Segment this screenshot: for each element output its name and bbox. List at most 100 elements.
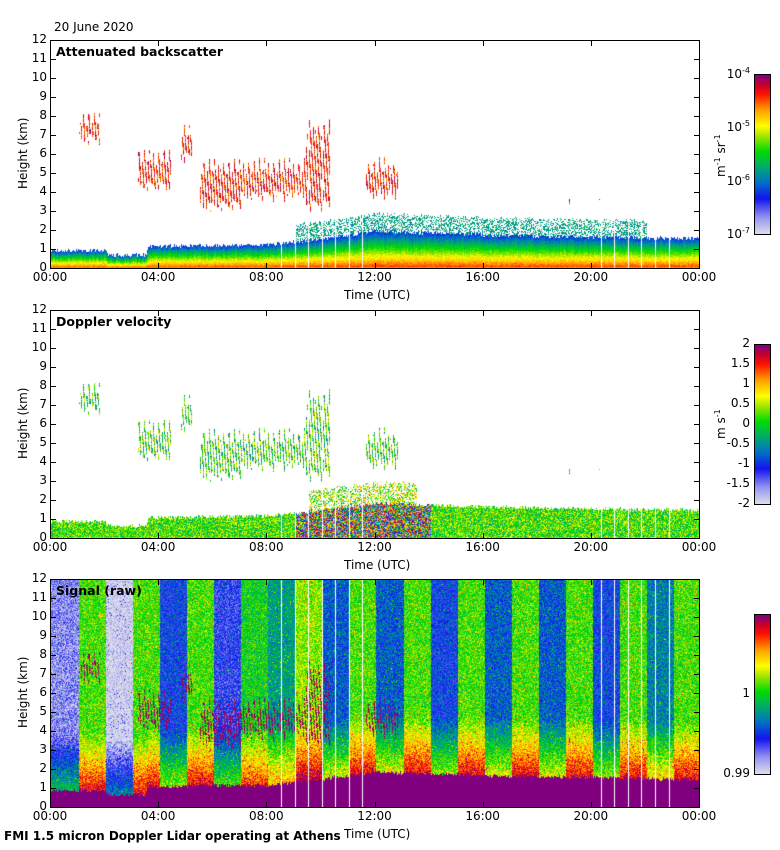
y-tick-label: 12 bbox=[31, 571, 47, 585]
y-tick-mark bbox=[50, 211, 56, 212]
unit-a: m bbox=[714, 164, 728, 177]
y-tick-mark bbox=[50, 97, 56, 98]
y-tick-label: 7 bbox=[39, 127, 47, 141]
y-tick-mark bbox=[694, 192, 700, 193]
y-tick-label: 0 bbox=[39, 260, 47, 274]
y-tick-mark bbox=[694, 249, 700, 250]
colorbar-unit-label: m s-1 bbox=[713, 409, 728, 439]
y-tick-mark bbox=[50, 731, 56, 732]
y-tick-label: 10 bbox=[31, 340, 47, 354]
x-tick-label: 20:00 bbox=[573, 540, 609, 554]
y-tick-label: 3 bbox=[39, 473, 47, 487]
y-tick-label: 11 bbox=[31, 51, 47, 65]
heatmap-canvas bbox=[51, 311, 699, 538]
y-tick-label: 0 bbox=[39, 799, 47, 813]
x-tick-mark bbox=[590, 40, 592, 46]
x-tick-label: 08:00 bbox=[249, 809, 284, 823]
y-tick-label: 2 bbox=[39, 492, 47, 506]
y-tick-mark bbox=[694, 655, 700, 656]
y-tick-label: 1 bbox=[39, 780, 47, 794]
x-tick-mark bbox=[158, 310, 160, 316]
y-tick-label: 8 bbox=[39, 378, 47, 392]
y-tick-label: 1 bbox=[39, 241, 47, 255]
tick-exponent: -4 bbox=[742, 66, 750, 75]
y-tick-mark bbox=[50, 367, 56, 368]
tick-base: 10 bbox=[726, 67, 743, 81]
x-tick-label: 20:00 bbox=[573, 809, 609, 823]
x-tick-label: 16:00 bbox=[465, 270, 500, 284]
x-tick-mark bbox=[374, 533, 376, 539]
y-tick-label: 5 bbox=[39, 435, 47, 449]
y-tick-mark bbox=[694, 462, 700, 463]
tick-base: 10 bbox=[726, 120, 743, 135]
x-tick-label: 00:00 bbox=[32, 270, 68, 284]
y-tick-mark bbox=[694, 78, 700, 79]
y-tick-mark bbox=[50, 712, 56, 713]
colorbar-tick-label: 0.99 bbox=[723, 766, 750, 780]
colorbar-tick-label: 2 bbox=[742, 336, 750, 350]
y-tick-label: 10 bbox=[31, 609, 47, 623]
x-tick-mark bbox=[482, 579, 484, 585]
x-axis-label: Time (UTC) bbox=[344, 827, 411, 841]
y-tick-label: 0 bbox=[39, 530, 47, 544]
colorbar-tick-label: -2 bbox=[738, 496, 750, 510]
y-tick-label: 3 bbox=[39, 203, 47, 217]
plot-area: Signal (raw) bbox=[50, 579, 700, 808]
x-tick-label: 12:00 bbox=[357, 809, 392, 823]
y-tick-label: 12 bbox=[31, 32, 47, 46]
date-label: 20 June 2020 bbox=[54, 20, 134, 34]
colorbar-tick-label: 0.5 bbox=[730, 396, 750, 410]
x-tick-mark bbox=[374, 802, 376, 808]
y-tick-label: 5 bbox=[39, 704, 47, 718]
y-tick-label: 12 bbox=[31, 302, 47, 316]
y-tick-mark bbox=[50, 135, 56, 136]
y-tick-label: 6 bbox=[39, 416, 47, 430]
y-axis-label: Height (km) bbox=[16, 656, 30, 728]
x-tick-label: 12:00 bbox=[357, 270, 392, 284]
y-tick-label: 5 bbox=[39, 165, 47, 179]
colorbar bbox=[754, 74, 771, 235]
y-tick-mark bbox=[50, 329, 56, 330]
x-tick-mark bbox=[590, 802, 592, 808]
x-tick-mark bbox=[374, 40, 376, 46]
y-tick-mark bbox=[50, 424, 56, 425]
x-tick-label: 16:00 bbox=[465, 540, 500, 554]
x-tick-label: 00:00 bbox=[681, 540, 717, 554]
colorbar-tick-label: 10-7 bbox=[700, 226, 750, 241]
y-tick-mark bbox=[50, 386, 56, 387]
y-tick-mark bbox=[694, 769, 700, 770]
x-tick-mark bbox=[266, 802, 268, 808]
colorbar-unit-label: m-1 sr-1 bbox=[713, 134, 728, 177]
y-tick-mark bbox=[694, 59, 700, 60]
x-tick-mark bbox=[482, 802, 484, 808]
y-tick-mark bbox=[694, 598, 700, 599]
y-tick-mark bbox=[694, 712, 700, 713]
x-tick-label: 04:00 bbox=[140, 809, 176, 823]
y-tick-mark bbox=[50, 230, 56, 231]
y-tick-mark bbox=[694, 386, 700, 387]
y-tick-label: 10 bbox=[31, 70, 47, 84]
y-tick-mark bbox=[694, 173, 700, 174]
y-axis-label: Height (km) bbox=[16, 117, 30, 189]
y-tick-label: 9 bbox=[39, 89, 47, 103]
y-tick-mark bbox=[50, 598, 56, 599]
y-tick-label: 7 bbox=[39, 397, 47, 411]
y-tick-label: 7 bbox=[39, 666, 47, 680]
y-tick-mark bbox=[50, 405, 56, 406]
colorbar-tick-label: 10-4 bbox=[700, 66, 750, 81]
x-tick-label: 08:00 bbox=[249, 540, 284, 554]
x-axis-label: Time (UTC) bbox=[344, 288, 411, 302]
y-tick-mark bbox=[50, 519, 56, 520]
heatmap-canvas bbox=[51, 41, 699, 268]
x-tick-mark bbox=[590, 310, 592, 316]
x-tick-label: 04:00 bbox=[140, 270, 176, 284]
y-tick-label: 3 bbox=[39, 742, 47, 756]
unit-b: s bbox=[714, 416, 728, 427]
x-axis-label: Time (UTC) bbox=[344, 558, 411, 572]
plot-area: Doppler velocity bbox=[50, 310, 700, 539]
y-tick-mark bbox=[50, 443, 56, 444]
y-axis-label: Height (km) bbox=[16, 387, 30, 459]
y-tick-mark bbox=[50, 78, 56, 79]
x-tick-mark bbox=[482, 40, 484, 46]
y-tick-label: 4 bbox=[39, 184, 47, 198]
